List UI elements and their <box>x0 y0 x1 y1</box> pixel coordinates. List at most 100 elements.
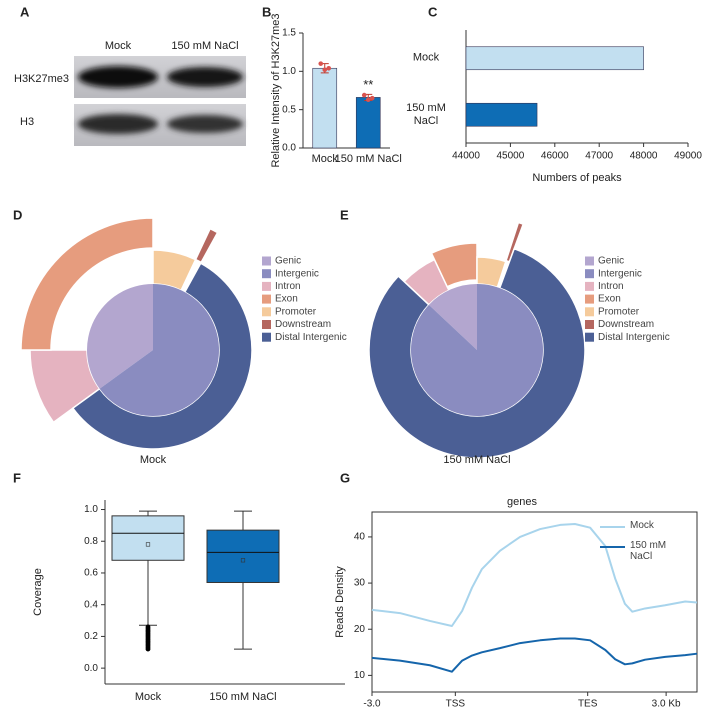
legend-label: Intergenic <box>598 268 642 279</box>
legend-swatch <box>262 269 271 279</box>
bar <box>312 67 338 149</box>
bar <box>465 102 538 127</box>
series-line <box>371 637 698 673</box>
panel-letter: F <box>13 470 21 485</box>
y-tick-label: Mock <box>412 51 440 64</box>
data-point <box>318 61 324 66</box>
legend-label: Intergenic <box>275 268 319 279</box>
y-axis-label: Reads Density <box>334 566 346 638</box>
annotation: ** <box>363 77 373 92</box>
panel-letter: C <box>428 4 438 19</box>
data-point <box>369 95 375 101</box>
outer-segment <box>20 217 154 351</box>
y-tick-label: 1.5 <box>282 28 296 39</box>
y-tick-label: 1.0 <box>282 66 296 77</box>
legend-label: Intron <box>275 281 301 292</box>
y-tick-label: 0.0 <box>282 143 296 154</box>
legend-label: Downstream <box>598 319 654 330</box>
legend-label: Intron <box>598 281 624 292</box>
panel-letter: B <box>262 4 271 19</box>
box <box>206 529 280 583</box>
blot-column-label: 150 mM NaCl <box>171 40 238 52</box>
x-tick-label: TES <box>578 699 598 707</box>
legend-label: Distal Intergenic <box>598 332 670 343</box>
legend-swatch <box>262 256 271 266</box>
x-tick-label: 150 mM NaCl <box>209 691 276 703</box>
y-tick-label: 0.0 <box>84 663 98 674</box>
x-tick-label: 44000 <box>452 151 480 162</box>
x-tick-label: 48000 <box>630 151 658 162</box>
legend-swatch <box>585 294 594 304</box>
legend-label: Genic <box>275 256 301 267</box>
data-point <box>365 97 371 102</box>
x-tick-label: 46000 <box>541 151 569 162</box>
blot-row-label: H3K27me3 <box>14 73 69 85</box>
data-point <box>322 67 328 73</box>
panel-letter: D <box>13 207 22 222</box>
series-line <box>371 523 698 627</box>
y-tick-label: 150 mM NaCl <box>406 101 446 127</box>
chart-title: Mock <box>140 454 167 466</box>
legend-label: Mock <box>630 520 654 531</box>
x-tick-label: -3.0 <box>363 699 381 707</box>
legend-swatch <box>585 332 594 342</box>
chart-title: genes <box>507 496 537 508</box>
y-tick-label: 40 <box>354 532 366 543</box>
y-tick-label: 20 <box>354 624 366 635</box>
legend-label: Genic <box>598 256 624 267</box>
y-tick-label: 0.6 <box>84 568 98 579</box>
y-tick-label: 10 <box>354 670 366 681</box>
legend-swatch <box>262 307 271 317</box>
legend-swatch <box>262 320 271 329</box>
whisker <box>234 582 252 650</box>
blot-row-label: H3 <box>20 116 34 128</box>
y-tick-label: 0.4 <box>84 599 98 610</box>
chart-title: 150 mM NaCl <box>443 454 510 466</box>
legend-swatch <box>585 281 594 291</box>
y-tick-label: 0.2 <box>84 631 98 642</box>
y-axis-label: Relative Intensity of H3K27me3 <box>270 13 282 167</box>
y-tick-label: 0.5 <box>282 104 296 115</box>
outlier <box>145 624 151 630</box>
x-tick-label: 49000 <box>674 151 702 162</box>
legend-label: Exon <box>275 294 298 305</box>
legend-swatch <box>262 294 271 304</box>
panel-letter: E <box>340 207 349 222</box>
inner-segment <box>411 284 543 416</box>
legend-swatch <box>585 269 594 279</box>
data-point <box>361 92 367 98</box>
mean-marker <box>145 542 151 547</box>
outer-segment <box>194 227 219 264</box>
plot-frame <box>371 511 698 693</box>
whisker <box>139 560 157 626</box>
panel-letter: A <box>20 4 30 19</box>
legend-label: Promoter <box>275 306 317 317</box>
inner-segment <box>428 284 477 350</box>
legend-swatch <box>262 281 271 291</box>
x-tick-label: Mock <box>312 153 339 165</box>
legend-label: Promoter <box>598 306 640 317</box>
inner-segment <box>87 284 153 389</box>
data-point <box>326 65 332 71</box>
x-tick-label: 150 mM NaCl <box>335 153 402 165</box>
box <box>111 515 185 561</box>
x-axis-label: Numbers of peaks <box>532 172 622 184</box>
whisker <box>234 510 252 531</box>
blot-image <box>74 56 246 146</box>
legend-label: Downstream <box>275 319 331 330</box>
x-tick-label: 3.0 Kb <box>652 699 681 707</box>
legend-swatch <box>585 256 594 266</box>
bar <box>355 97 381 149</box>
y-tick-label: 30 <box>354 578 366 589</box>
x-tick-label: 45000 <box>496 151 524 162</box>
x-tick-label: Mock <box>135 691 162 703</box>
mean-marker <box>240 558 246 563</box>
legend-label: Distal Intergenic <box>275 332 347 343</box>
y-tick-label: 1.0 <box>84 504 98 515</box>
x-tick-label: TSS <box>446 699 466 707</box>
panel-letter: G <box>340 470 350 485</box>
legend-swatch <box>585 320 594 329</box>
inner-segment <box>99 284 220 416</box>
